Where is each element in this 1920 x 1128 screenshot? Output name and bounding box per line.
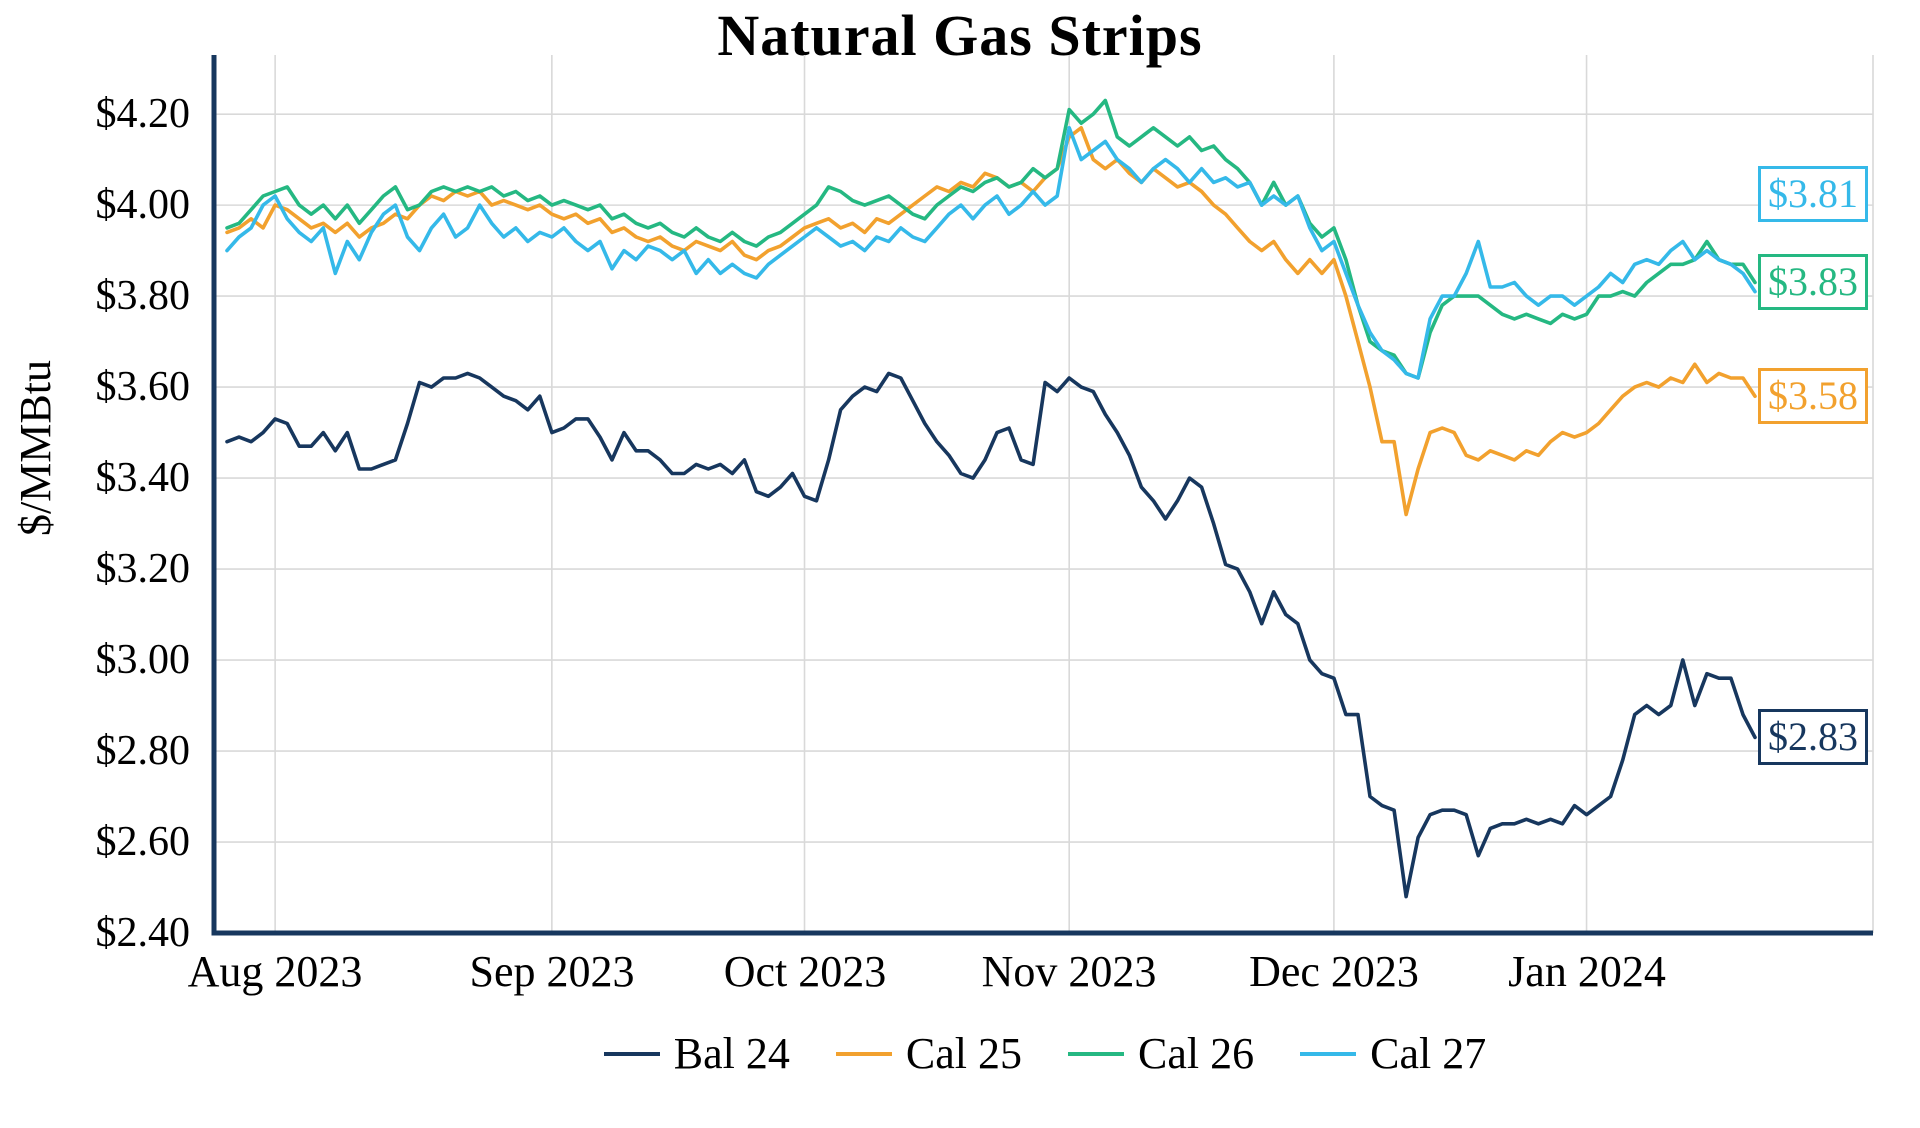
legend-swatch-bal-24 xyxy=(603,1051,660,1056)
y-tick-label: $3.80 xyxy=(95,273,191,320)
x-tick-label: Nov 2023 xyxy=(981,947,1157,996)
y-tick-label: $4.20 xyxy=(95,91,191,138)
series-line-cal-26 xyxy=(225,98,1757,380)
legend-item-cal-25: Cal 25 xyxy=(835,1028,1022,1079)
legend-label-cal-26: Cal 26 xyxy=(1138,1029,1255,1078)
end-label-bal-24: $2.83 xyxy=(1758,709,1868,765)
x-tick-label: Sep 2023 xyxy=(469,947,635,996)
y-tick-label: $3.20 xyxy=(95,546,191,593)
legend-label-bal-24: Bal 24 xyxy=(673,1029,790,1078)
y-tick-label: $3.00 xyxy=(95,637,191,684)
legend-item-cal-26: Cal 26 xyxy=(1068,1028,1254,1079)
end-label-cal-25: $3.58 xyxy=(1758,368,1868,424)
legend-swatch-cal-26 xyxy=(1068,1051,1124,1056)
legend-item-bal-24: Bal 24 xyxy=(603,1028,790,1079)
end-label-cal-26: $3.83 xyxy=(1758,254,1868,310)
y-tick-label: $3.60 xyxy=(95,364,191,411)
legend-label-cal-27: Cal 27 xyxy=(1370,1029,1487,1078)
legend-item-cal-27: Cal 27 xyxy=(1300,1028,1486,1079)
x-tick-label: Dec 2023 xyxy=(1249,947,1419,996)
y-tick-label: $3.40 xyxy=(95,455,191,502)
y-tick-label: $2.40 xyxy=(95,910,191,956)
y-tick-label: $2.60 xyxy=(95,819,191,865)
x-tick-label: Oct 2023 xyxy=(723,947,887,996)
x-tick-label: Aug 2023 xyxy=(187,947,363,996)
series-line-bal-24 xyxy=(225,371,1757,899)
y-tick-label: $4.00 xyxy=(95,182,191,229)
end-label-cal-27: $3.81 xyxy=(1758,166,1868,222)
legend-label-cal-25: Cal 25 xyxy=(905,1029,1022,1078)
series-line-cal-25 xyxy=(225,126,1757,517)
chart-legend: Bal 24 Cal 25 Cal 26 Cal 27 xyxy=(170,1028,1920,1079)
legend-swatch-cal-27 xyxy=(1300,1051,1357,1056)
chart-title: Natural Gas Strips xyxy=(717,3,1203,68)
series-line-cal-27 xyxy=(225,126,1757,380)
legend-swatch-cal-25 xyxy=(835,1051,892,1056)
x-tick-label: Jan 2024 xyxy=(1508,947,1666,996)
y-tick-label: $2.80 xyxy=(95,728,191,775)
